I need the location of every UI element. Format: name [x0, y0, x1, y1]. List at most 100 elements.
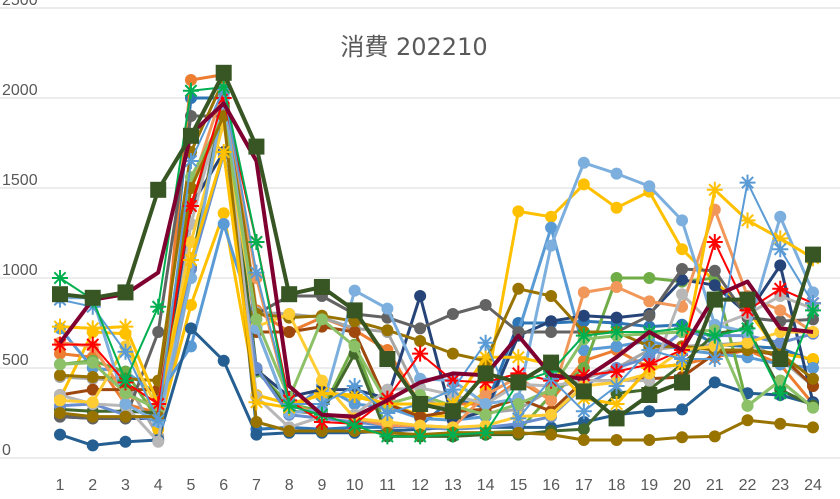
data-point	[772, 280, 789, 297]
data-point	[608, 324, 625, 340]
data-point	[610, 167, 623, 180]
data-point	[577, 344, 590, 356]
data-point	[346, 417, 363, 434]
data-point	[414, 290, 427, 302]
data-point	[119, 387, 132, 400]
series-group	[52, 64, 821, 452]
data-point	[545, 239, 558, 252]
data-point	[86, 410, 99, 423]
x-tick-label: 12	[411, 477, 429, 494]
data-point	[215, 79, 232, 96]
data-point	[381, 416, 394, 428]
data-point	[545, 394, 558, 407]
x-tick-label: 16	[542, 477, 560, 494]
x-tick-label: 1	[56, 477, 65, 494]
data-point	[512, 205, 525, 218]
data-point	[577, 434, 590, 446]
data-point	[217, 218, 230, 230]
data-point	[283, 425, 296, 437]
data-point	[84, 320, 101, 337]
data-point	[741, 399, 754, 412]
data-point	[446, 308, 459, 320]
data-point	[348, 398, 361, 410]
x-tick-label: 10	[346, 477, 364, 494]
data-point	[54, 394, 66, 407]
x-tick-label: 5	[187, 477, 196, 494]
data-point	[379, 405, 396, 421]
data-point	[477, 365, 494, 382]
data-point	[577, 286, 590, 299]
data-point	[250, 428, 263, 441]
data-point	[512, 326, 525, 338]
data-point	[381, 324, 394, 337]
data-point	[315, 313, 328, 326]
data-point	[774, 304, 787, 317]
data-point	[315, 425, 328, 437]
x-tick-label: 23	[771, 477, 789, 494]
y-tick-label: 2500	[2, 0, 38, 9]
data-point	[119, 435, 132, 448]
data-point	[643, 405, 656, 418]
data-point	[119, 398, 132, 410]
data-point	[412, 428, 429, 445]
data-point	[807, 372, 819, 385]
data-point	[250, 313, 263, 326]
x-tick-label: 21	[706, 477, 724, 494]
x-tick-label: 4	[154, 477, 163, 494]
data-point	[52, 336, 68, 353]
data-point	[184, 299, 197, 311]
data-point	[444, 372, 461, 389]
data-point	[676, 273, 689, 286]
data-point	[512, 398, 525, 410]
x-axis-tick-labels: 1 2 3 4 5 6 7 8 9 10 11 12 13 14 15 16 17 18 19 20 21 22 23 24	[56, 477, 822, 494]
data-point	[346, 302, 363, 319]
data-point	[217, 354, 230, 367]
data-point	[150, 396, 167, 412]
data-point	[545, 315, 558, 328]
data-point	[610, 272, 623, 284]
data-point	[545, 221, 558, 234]
data-point	[772, 241, 789, 258]
data-point	[54, 407, 66, 419]
data-point	[86, 356, 99, 369]
data-point	[676, 288, 689, 301]
data-point	[117, 284, 134, 301]
data-point	[313, 396, 330, 412]
x-tick-label: 11	[379, 477, 396, 494]
data-point	[739, 302, 756, 319]
data-point	[643, 295, 656, 308]
data-point	[674, 320, 691, 337]
data-point	[807, 401, 819, 414]
data-point	[708, 264, 721, 277]
data-point	[708, 279, 721, 292]
data-point	[545, 383, 558, 396]
y-tick-label: 500	[2, 352, 29, 369]
data-point	[281, 397, 298, 414]
data-point	[608, 363, 625, 380]
data-point	[772, 385, 789, 402]
data-point	[215, 90, 232, 106]
data-point	[706, 351, 723, 367]
data-point	[150, 298, 167, 315]
data-point	[217, 207, 230, 220]
y-tick-label: 0	[2, 442, 11, 459]
data-point	[444, 426, 461, 443]
data-point	[610, 281, 623, 293]
x-tick-label: 20	[673, 477, 691, 494]
data-point	[54, 358, 66, 371]
data-point	[379, 428, 396, 445]
data-point	[706, 181, 723, 198]
data-point	[510, 349, 527, 366]
data-point	[348, 326, 361, 338]
data-point	[182, 198, 199, 214]
data-point	[479, 408, 492, 421]
data-point	[510, 374, 527, 391]
data-point	[510, 410, 527, 427]
data-point	[381, 302, 394, 315]
y-tick-label: 1500	[2, 172, 38, 189]
data-point	[575, 327, 592, 344]
data-point	[446, 347, 459, 360]
data-point	[510, 365, 527, 382]
data-point	[545, 326, 558, 338]
